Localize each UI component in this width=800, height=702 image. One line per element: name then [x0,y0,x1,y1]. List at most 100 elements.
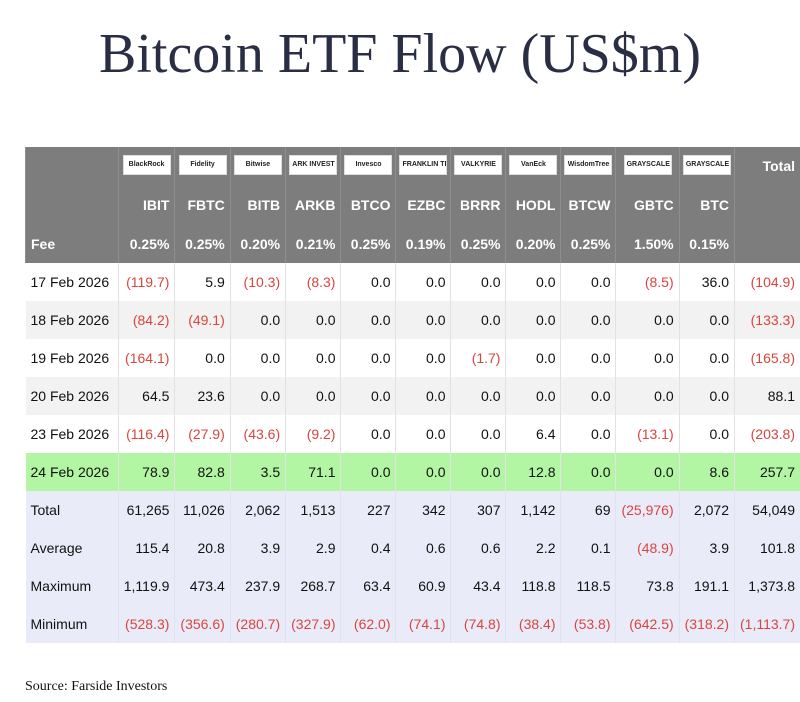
ticker: BITB [229,185,286,225]
flow-value: 0.0 [615,453,680,491]
flow-value: 0.0 [340,377,396,415]
data-row: 20 Feb 2026 64.5 23.6 0.0 0.0 0.0 0.0 0.0 0.0 0.0… [25,377,800,415]
fee: 0.20% [229,225,286,263]
flow-value: (203.8) [734,415,800,453]
summary-value: 101.8 [734,529,800,567]
summary-value: 237.9 [229,567,286,605]
flow-value: 23.6 [174,377,231,415]
flow-value: 0.0 [450,377,506,415]
flow-value: 0.0 [395,301,451,339]
ticker: GBTC [615,185,680,225]
summary-value: (74.8) [450,605,506,643]
summary-value: 69 [560,491,616,529]
summary-value: (38.4) [505,605,561,643]
summary-label: Average [25,529,119,567]
summary-value: (318.2) [678,605,735,643]
flow-value: 0.0 [505,301,561,339]
issuer-logo: Fidelity [178,154,227,175]
flow-value: (43.6) [229,415,286,453]
summary-value: (327.9) [285,605,341,643]
fee: 0.25% [450,225,506,263]
summary-value: 60.9 [395,567,451,605]
summary-row: Average 115.4 20.8 3.9 2.9 0.4 0.6 0.6 2.2 0.1 (48… [25,529,800,567]
issuer-logo: GRAYSCALE [682,154,731,175]
flow-value: 8.6 [678,453,735,491]
date: 20 Feb 2026 [25,377,119,415]
logo-cell: Bitwise [229,147,286,185]
date: 24 Feb 2026 [25,453,119,491]
date: 18 Feb 2026 [25,301,119,339]
issuer-logo: BlackRock [122,154,171,175]
flow-value: 0.0 [450,263,506,301]
flow-value: (10.3) [229,263,286,301]
summary-value: 54,049 [734,491,800,529]
logo-cell: VALKYRIE [450,147,506,185]
summary-value: 3.9 [678,529,735,567]
flow-value: 0.0 [678,339,735,377]
flow-value: 71.1 [285,453,341,491]
flow-value: (116.4) [117,415,175,453]
flow-value: 0.0 [395,339,451,377]
flow-value: 0.0 [229,377,286,415]
flow-value: 64.5 [117,377,175,415]
logo-cell: FRANKLIN TEMPLETON [395,147,451,185]
title: Bitcoin ETF Flow (US$m) [98,23,702,85]
fee: 0.20% [505,225,561,263]
flow-value: (133.3) [734,301,800,339]
summary-value: (74.1) [395,605,451,643]
fee: 0.15% [678,225,735,263]
flow-value: 0.0 [505,263,561,301]
fee: 0.25% [117,225,175,263]
fee: 0.19% [395,225,451,263]
fee: 0.25% [560,225,616,263]
logo-cell: VanEck [505,147,561,185]
flow-value: 0.0 [285,301,341,339]
ticker: EZBC [395,185,451,225]
summary-value: 191.1 [678,567,735,605]
logo-cell: Fidelity [174,147,231,185]
issuer-logo: VanEck [509,154,558,175]
flow-value: 0.0 [560,263,616,301]
flow-value: 0.0 [340,415,396,453]
date: 19 Feb 2026 [25,339,119,377]
summary-label: Total [25,491,119,529]
summary-value: (1,113.7) [734,605,800,643]
flow-value: 257.7 [734,453,800,491]
date: 17 Feb 2026 [25,263,119,301]
ticker: HODL [505,185,561,225]
flow-value: 0.0 [395,453,451,491]
summary-value: 0.4 [340,529,396,567]
logo-cell: GRAYSCALE [615,147,680,185]
flow-value: 0.0 [229,301,286,339]
ticker-row: IBIT FBTC BITB ARKB BTCO EZBC BRRR HODL BTCW GBTC… [25,185,800,225]
flow-value: (27.9) [174,415,231,453]
summary-value: 118.5 [560,567,616,605]
issuer-logo: FRANKLIN TEMPLETON [399,154,448,175]
issuer-logo: GRAYSCALE [623,154,672,175]
flow-value: 0.0 [450,453,506,491]
summary-value: (62.0) [340,605,396,643]
summary-value: (25,976) [615,491,680,529]
empty-cell [734,225,800,263]
summary-row: Maximum 1,119.9 473.4 237.9 268.7 63.4 60.9 43.… [25,567,800,605]
flow-value: (8.3) [285,263,341,301]
issuer-logo: VALKYRIE [454,154,503,175]
summary-value: 115.4 [117,529,175,567]
summary-value: (53.8) [560,605,616,643]
ticker: BTCO [340,185,396,225]
flow-value: 0.0 [615,339,680,377]
flow-value: 0.0 [505,377,561,415]
data-row: 18 Feb 2026 (84.2) (49.1) 0.0 0.0 0.0 0.0 0.0 0.… [25,301,800,339]
flow-value: 0.0 [340,339,396,377]
data-row: 24 Feb 2026 78.9 82.8 3.5 71.1 0.0 0.0 0.0 12.8 0… [25,453,800,491]
summary-value: (280.7) [229,605,286,643]
issuer-logo: ARK INVEST [289,154,338,175]
flow-value: 0.0 [560,339,616,377]
flow-value: 0.0 [560,453,616,491]
summary-value: 43.4 [450,567,506,605]
flow-value: 6.4 [505,415,561,453]
flow-value: 0.0 [450,415,506,453]
flow-value: (164.1) [117,339,175,377]
data-row: 17 Feb 2026 (119.7) 5.9 (10.3) (8.3) 0.0 0.0 0.… [25,263,800,301]
empty-cell [25,147,119,185]
